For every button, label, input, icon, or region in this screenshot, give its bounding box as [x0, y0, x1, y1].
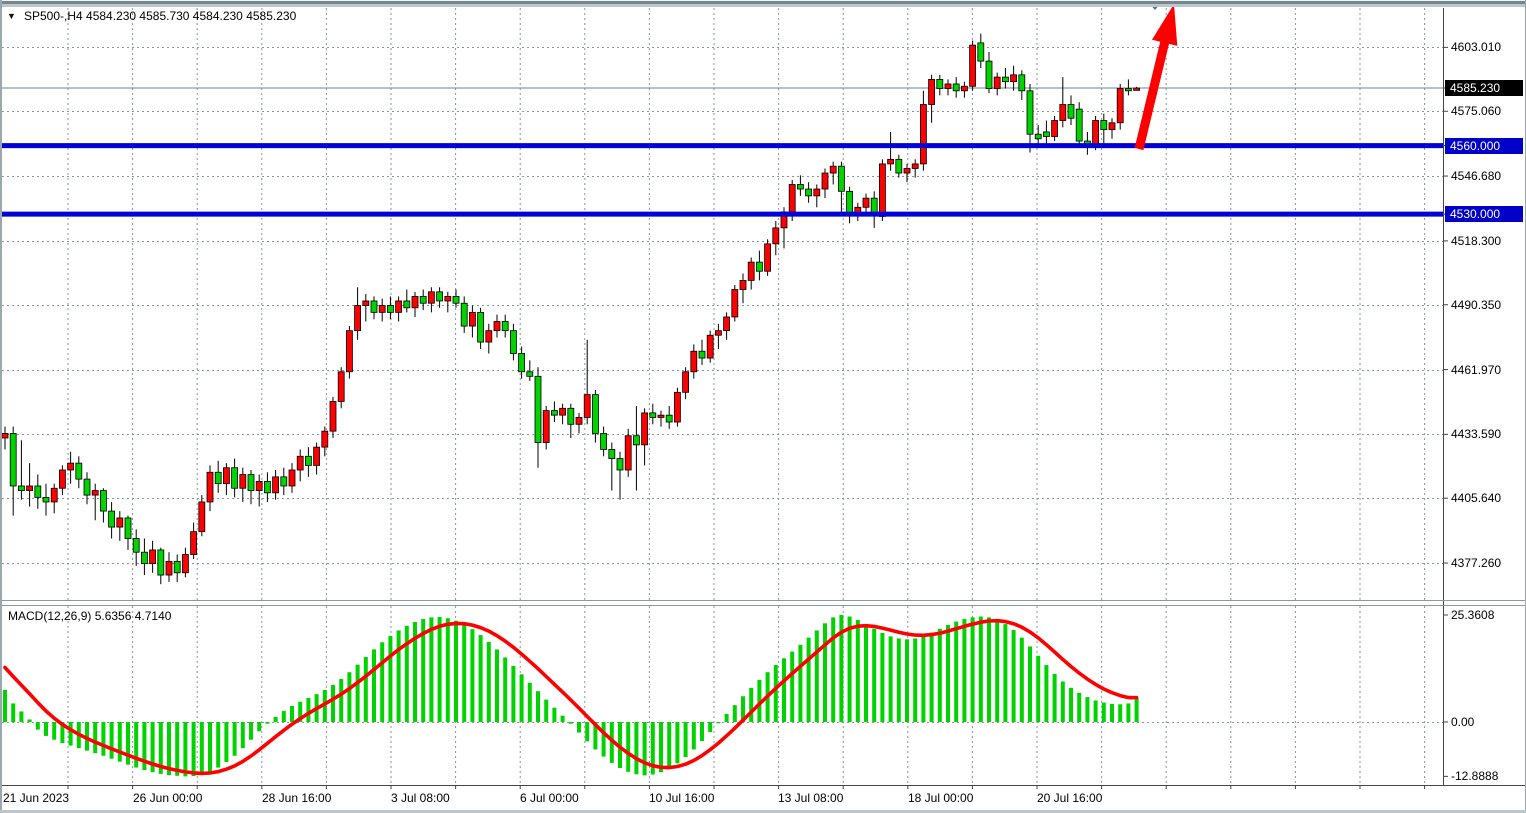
current-price-tag: 4585.230: [1445, 80, 1523, 96]
window-top-edge: [0, 0, 1526, 7]
date-axis-label: 20 Jul 16:00: [1037, 791, 1103, 805]
price-axis-label: 4575.060: [1451, 104, 1502, 119]
price-axis-label: 4603.010: [1451, 40, 1502, 55]
price-axis-label: 4461.970: [1451, 362, 1502, 377]
macd-axis-label: 25.3608: [1451, 608, 1495, 622]
macd-histogram: [3, 615, 1139, 777]
date-axis-label: 28 Jun 16:00: [262, 791, 332, 805]
macd-indicator-label: MACD(12,26,9) 5.6356 4.7140: [8, 609, 172, 623]
gridlines: [2, 8, 1443, 785]
window-left-edge: [0, 0, 2, 813]
price-axis-label: 4433.590: [1451, 427, 1502, 442]
date-axis-label: 18 Jul 00:00: [908, 791, 974, 805]
date-axis-label: 3 Jul 08:00: [391, 791, 450, 805]
symbol-dropdown-icon[interactable]: ▼: [7, 11, 16, 21]
date-axis-label: 21 Jun 2023: [3, 791, 70, 805]
level-price-tag-4530: 4530.000: [1445, 206, 1523, 223]
price-axis-label: 4546.680: [1451, 169, 1502, 184]
level-price-tag-4560: 4560.000: [1445, 137, 1523, 154]
window-bottom-edge: [0, 810, 1526, 813]
date-axis-label: 6 Jul 00:00: [520, 791, 579, 805]
price-axis-label: 4518.300: [1451, 233, 1502, 248]
price-axis-label: 4377.260: [1451, 556, 1502, 571]
symbol-ohlc-title: SP500-,H4 4584.230 4585.730 4584.230 458…: [24, 9, 297, 23]
date-axis-label: 13 Jul 08:00: [778, 791, 844, 805]
panel-frame: [0, 8, 1526, 789]
candle-series: [1, 33, 1140, 585]
trend-up-arrow[interactable]: [1134, 4, 1178, 151]
macd-signal-line: [3, 618, 1139, 776]
date-axis-label: 26 Jun 00:00: [133, 791, 203, 805]
macd-axis-label: 0.00: [1451, 715, 1475, 729]
price-axis-label: 4405.640: [1451, 491, 1502, 506]
macd-axis-label: -12.8888: [1451, 769, 1499, 784]
price-axis-label: 4490.350: [1451, 297, 1502, 312]
date-axis-label: 10 Jul 16:00: [649, 791, 715, 805]
